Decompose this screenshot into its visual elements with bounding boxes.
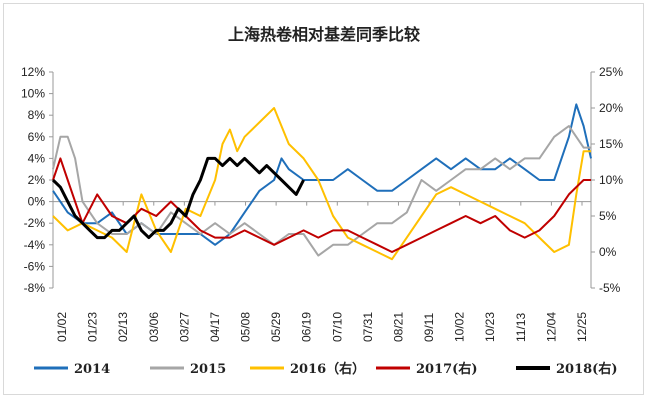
series-line — [52, 125, 591, 257]
x-tick-label: 10/23 — [483, 312, 497, 342]
x-tick-label: 05/29 — [269, 312, 283, 342]
y-right-tick-label: 5% — [599, 209, 617, 223]
y-left-tick-label: -6% — [24, 259, 46, 273]
series-lines — [51, 103, 592, 261]
legend-label: 2015 — [190, 362, 226, 377]
y-right-tick-label: 10% — [599, 173, 623, 187]
y-right-tick-label: -5% — [599, 281, 621, 295]
legend-label: 2016（右） — [290, 361, 365, 377]
x-tick-label: 12/04 — [544, 312, 558, 342]
y-left-tick-label: 10% — [21, 87, 45, 101]
series-line — [51, 156, 305, 240]
x-tick-label: 07/31 — [361, 312, 375, 342]
y-left-tick-label: -4% — [24, 238, 46, 252]
x-tick-label: 12/25 — [575, 312, 589, 342]
y-left-tick-label: 6% — [28, 130, 46, 144]
x-tick-label: 04/17 — [208, 312, 222, 342]
x-tick-label: 11/13 — [514, 313, 528, 342]
x-tick-label: 06/19 — [300, 312, 314, 342]
x-tick-label: 03/06 — [147, 312, 161, 342]
chart-title: 上海热卷相对基差同季比较 — [228, 25, 420, 44]
y-left-tick-label: 12% — [21, 65, 45, 79]
y-left-tick-label: 2% — [28, 173, 46, 187]
y-left-tick-label: 0% — [28, 195, 46, 209]
chart-frame — [3, 3, 644, 395]
y-right-tick-label: 15% — [599, 137, 623, 151]
axes: 12% 10% 8% 6% 4% 2% 0% -2% -4% -6% -8% 25% 20% 15% 10%… — [21, 65, 623, 342]
x-tick-label: 03/27 — [177, 312, 191, 342]
y-right-tick-label: 0% — [599, 245, 617, 259]
x-tick-label: 01/02 — [55, 312, 69, 342]
legend-label: 2018(右) — [556, 361, 617, 377]
y-right-tick-label: 25% — [599, 65, 623, 79]
legend: 2014 2015 2016（右） 2017(右) 2018(右) — [34, 361, 617, 377]
x-tick-label: 10/02 — [453, 312, 467, 342]
legend-label: 2017(右) — [416, 361, 477, 377]
x-tick-label: 07/10 — [330, 312, 344, 342]
y-left-tick-label: 8% — [28, 108, 46, 122]
x-tick-label: 01/23 — [86, 312, 100, 342]
y-left-tick-label: -8% — [24, 281, 46, 295]
series-line — [52, 157, 591, 253]
y-right-tick-label: 20% — [599, 101, 623, 115]
legend-label: 2014 — [74, 362, 110, 377]
series-line — [52, 107, 591, 261]
x-tick-label: 05/08 — [239, 312, 253, 342]
x-tick-label: 09/11 — [422, 313, 436, 342]
y-left-tick-label: 4% — [28, 151, 46, 165]
x-tick-label: 08/21 — [391, 312, 405, 342]
x-tick-label: 02/13 — [116, 312, 130, 342]
y-left-tick-label: -2% — [24, 216, 46, 230]
